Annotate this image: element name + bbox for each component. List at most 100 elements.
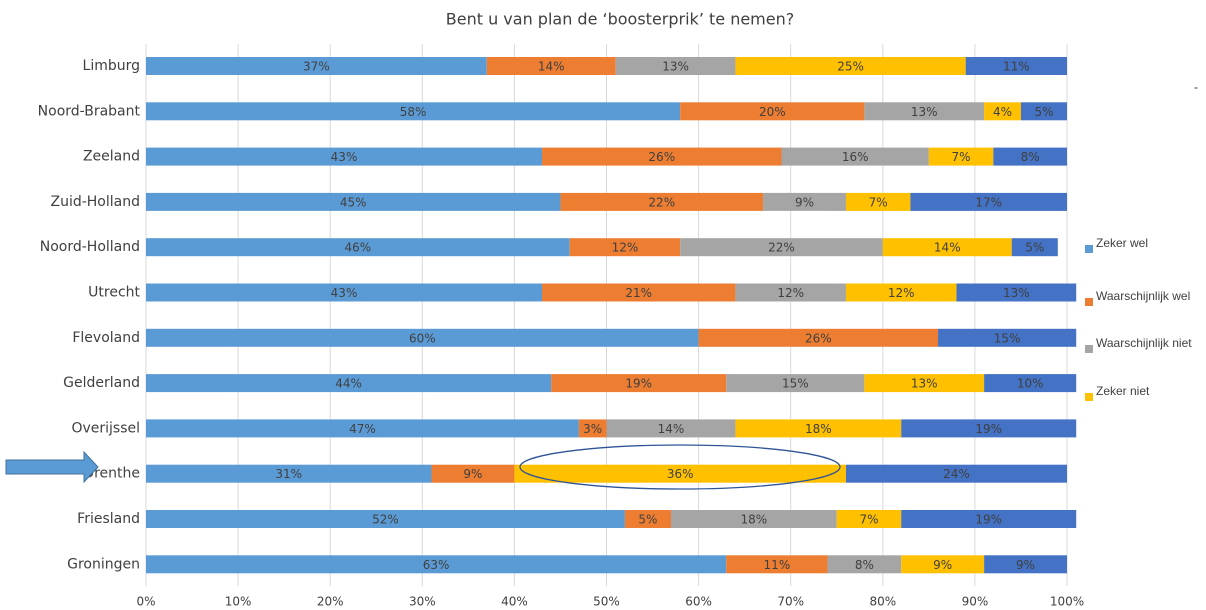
data-label: 43% xyxy=(331,286,358,300)
bar-segment xyxy=(146,238,570,257)
x-tick-label: 100% xyxy=(1050,595,1084,609)
legend-label: Waarschijnlijk wel xyxy=(1096,289,1191,303)
bar-segment xyxy=(146,510,625,528)
data-label: 18% xyxy=(741,513,768,527)
data-label: 7% xyxy=(869,195,888,209)
bar-segment xyxy=(901,510,1077,528)
x-tick-label: 20% xyxy=(317,595,344,609)
data-label: 12% xyxy=(612,241,639,255)
bar-segment xyxy=(680,238,883,257)
legend-item: Zeker wel xyxy=(1085,236,1203,253)
data-label: 15% xyxy=(782,377,809,391)
y-tick-label: Zuid-Holland xyxy=(50,194,140,210)
data-label: 7% xyxy=(859,513,878,527)
bar-segment xyxy=(845,192,911,211)
bar-segment xyxy=(864,102,985,121)
data-label: 5% xyxy=(1025,241,1044,255)
bar-segment xyxy=(827,555,902,574)
x-tick-label: 40% xyxy=(501,595,528,609)
data-label: 14% xyxy=(658,422,685,436)
data-label: 9% xyxy=(463,467,482,481)
data-label: 13% xyxy=(911,105,938,119)
x-tick-label: 30% xyxy=(409,595,436,609)
x-tick-label: 80% xyxy=(869,595,896,609)
data-label: 12% xyxy=(888,286,915,300)
data-label: 19% xyxy=(975,422,1002,436)
data-label: 9% xyxy=(795,195,814,209)
chart-title: Bent u van plan de ‘boosterprik’ te neme… xyxy=(446,10,794,29)
data-label: 3% xyxy=(583,422,602,436)
data-label: 11% xyxy=(1003,60,1030,74)
y-tick-label: Overijssel xyxy=(71,420,140,436)
legend-label: Zeker niet xyxy=(1096,384,1150,398)
legend-swatch xyxy=(1085,245,1093,253)
bar-segment xyxy=(542,147,782,166)
bar-segment xyxy=(901,419,1077,438)
bar-segment xyxy=(606,419,736,438)
bar-segment xyxy=(726,555,828,574)
y-tick-label: Noord-Holland xyxy=(40,239,140,255)
bar-segment xyxy=(146,192,561,211)
data-label: 26% xyxy=(648,150,675,164)
data-label: 52% xyxy=(372,513,399,527)
bar-segment xyxy=(735,419,902,438)
legend-swatch xyxy=(1085,393,1093,401)
y-tick-label: Gelderland xyxy=(63,375,140,391)
bar-segment xyxy=(928,147,994,166)
bar-segment xyxy=(984,555,1067,574)
bar-segment xyxy=(984,374,1077,393)
bar-segment xyxy=(146,283,543,302)
y-tick-label: Flevoland xyxy=(72,330,140,346)
bar-segment xyxy=(146,328,699,347)
x-tick-label: 10% xyxy=(225,595,252,609)
y-tick-label: Utrecht xyxy=(88,285,140,301)
x-tick-label: 50% xyxy=(593,595,620,609)
data-label: 47% xyxy=(349,422,376,436)
data-label: 20% xyxy=(759,105,786,119)
legend-item: Zeker niet xyxy=(1085,384,1203,401)
y-tick-label: Groningen xyxy=(67,556,140,572)
bar-segment xyxy=(901,555,985,574)
data-label: 46% xyxy=(344,241,371,255)
legend-swatch xyxy=(1085,298,1093,306)
data-label: 37% xyxy=(303,60,330,74)
legend-item: Waarschijnlijk niet xyxy=(1085,336,1203,353)
bar-segment xyxy=(146,464,432,483)
data-label: 19% xyxy=(975,513,1002,527)
bar-segment xyxy=(735,57,966,75)
bar-segment xyxy=(1020,102,1067,121)
x-tick-label: 0% xyxy=(136,595,155,609)
data-label: 21% xyxy=(625,286,652,300)
bar-segment xyxy=(680,102,865,121)
bar-segment xyxy=(560,192,764,211)
legend-item: Waarschijnlijk wel xyxy=(1085,289,1203,306)
arrow xyxy=(5,450,99,484)
bar-segment xyxy=(542,283,736,302)
data-label: 45% xyxy=(340,195,367,209)
bar-segment xyxy=(486,57,616,75)
highlight-ellipse xyxy=(519,444,841,490)
data-label: 43% xyxy=(331,150,358,164)
data-label: 17% xyxy=(975,195,1002,209)
bar-segment xyxy=(146,374,552,393)
bar-segment xyxy=(984,102,1021,121)
x-tick-label: 60% xyxy=(685,595,712,609)
data-label: 18% xyxy=(805,422,832,436)
bar-segment xyxy=(726,374,865,393)
legend-label: Zeker wel xyxy=(1096,236,1149,250)
bar-segment xyxy=(993,147,1067,166)
bar-segment xyxy=(836,510,902,528)
bar-segment xyxy=(845,464,1067,483)
data-label: 60% xyxy=(409,331,436,345)
bar-segment xyxy=(431,464,515,483)
data-label: 13% xyxy=(1003,286,1030,300)
bar-segment xyxy=(882,238,1012,257)
data-label: 8% xyxy=(855,558,874,572)
data-label: 31% xyxy=(275,467,302,481)
legend-swatch xyxy=(1085,345,1093,353)
x-tick-label: 90% xyxy=(962,595,989,609)
bar-segment xyxy=(735,283,846,302)
bar-segment xyxy=(956,283,1077,302)
data-label: 5% xyxy=(1034,105,1053,119)
